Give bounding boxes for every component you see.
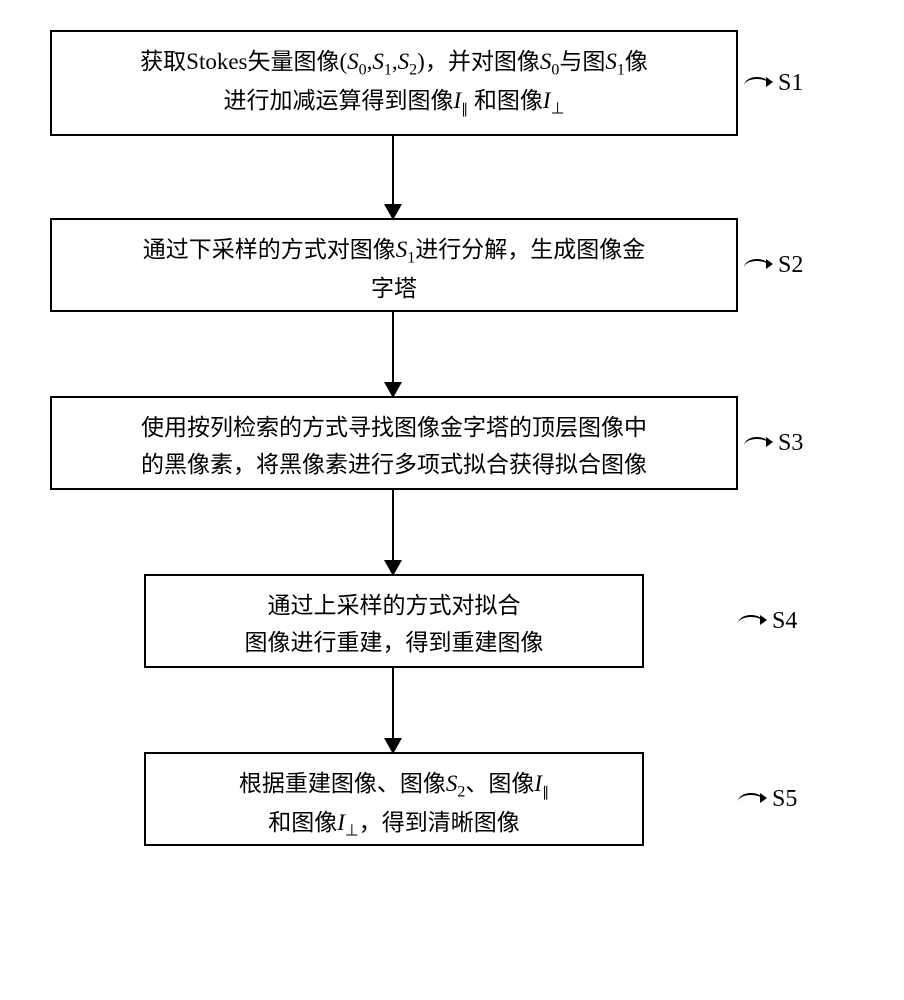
step-box-s1: 获取Stokes矢量图像(S0,S1,S2)，并对图像S0与图S1像 进行加减运… (50, 30, 738, 136)
s1-s2: S (398, 49, 410, 74)
arrow-s2-s3 (392, 312, 394, 396)
step-s3-text: 使用按列检索的方式寻找图像金字塔的顶层图像中 的黑像素，将黑像素进行多项式拟合获… (70, 410, 718, 484)
s1-i2-sub: ⊥ (551, 101, 565, 118)
s2-s1: S (396, 237, 408, 262)
step-box-s3: 使用按列检索的方式寻找图像金字塔的顶层图像中 的黑像素，将黑像素进行多项式拟合获… (50, 396, 738, 490)
s5-i2-sub: ⊥ (345, 823, 359, 840)
s1-s1-sub: 1 (384, 62, 392, 79)
s1-s0: S (347, 49, 359, 74)
step-row-1: 获取Stokes矢量图像(S0,S1,S2)，并对图像S0与图S1像 进行加减运… (50, 30, 850, 136)
s5-line2-suffix: ，得到清晰图像 (359, 810, 520, 835)
step-box-s5: 根据重建图像、图像S2、图像I∥ 和图像I⊥，得到清晰图像 (144, 752, 644, 846)
step-s4-text: 通过上采样的方式对拟合 图像进行重建，得到重建图像 (164, 588, 624, 662)
s1-mid: 与图 (559, 49, 605, 74)
s5-i1-sub: ∥ (542, 786, 549, 801)
step-row-3: 使用按列检索的方式寻找图像金字塔的顶层图像中 的黑像素，将黑像素进行多项式拟合获… (50, 396, 850, 490)
s2-prefix: 通过下采样的方式对图像 (143, 237, 396, 262)
s1-prefix: 获取Stokes矢量图像( (140, 49, 347, 74)
s5-prefix: 根据重建图像、图像 (239, 771, 446, 796)
s5-line2-prefix: 和图像 (268, 810, 337, 835)
step-label-s4: S4 (772, 608, 797, 635)
s1-s0b: S (540, 49, 552, 74)
arrow-s3-s4 (392, 490, 394, 574)
s1-s1b: S (605, 49, 617, 74)
s4-line1: 通过上采样的方式对拟合 (268, 593, 521, 618)
s1-i2: I (543, 88, 551, 113)
s5-s2: S (446, 771, 458, 796)
flowchart-container: 获取Stokes矢量图像(S0,S1,S2)，并对图像S0与图S1像 进行加减运… (50, 30, 850, 846)
s5-mid: 、图像 (465, 771, 534, 796)
s1-s1b-sub: 1 (617, 62, 625, 79)
step-box-s4: 通过上采样的方式对拟合 图像进行重建，得到重建图像 (144, 574, 644, 668)
s3-line2: 的黑像素，将黑像素进行多项式拟合获得拟合图像 (141, 452, 647, 477)
step-s2-text: 通过下采样的方式对图像S1进行分解，生成图像金 字塔 (70, 232, 718, 308)
s1-end: 像 (625, 49, 648, 74)
s1-i1: I (453, 88, 461, 113)
step-row-4: 通过上采样的方式对拟合 图像进行重建，得到重建图像 S4 (50, 574, 850, 668)
s1-and: 和图像 (468, 88, 543, 113)
s4-line2: 图像进行重建，得到重建图像 (245, 630, 544, 655)
s5-i1: I (534, 771, 542, 796)
s5-i2: I (337, 810, 345, 835)
arrow-s4-s5 (392, 668, 394, 752)
step-box-s2: 通过下采样的方式对图像S1进行分解，生成图像金 字塔 (50, 218, 738, 312)
s1-s2-sub: 2 (409, 62, 417, 79)
s1-s0-sub: 0 (359, 62, 367, 79)
step-row-2: 通过下采样的方式对图像S1进行分解，生成图像金 字塔 S2 (50, 218, 850, 312)
s2-suffix: 进行分解，生成图像金 (415, 237, 645, 262)
step-s1-text: 获取Stokes矢量图像(S0,S1,S2)，并对图像S0与图S1像 进行加减运… (70, 44, 718, 122)
step-label-s1: S1 (778, 70, 803, 97)
step-row-5: 根据重建图像、图像S2、图像I∥ 和图像I⊥，得到清晰图像 S5 (50, 752, 850, 846)
s3-line1: 使用按列检索的方式寻找图像金字塔的顶层图像中 (141, 415, 647, 440)
s1-line2-prefix: 进行加减运算得到图像 (223, 88, 453, 113)
step-label-s5: S5 (772, 786, 797, 813)
step-label-s3: S3 (778, 430, 803, 457)
arrow-s1-s2 (392, 136, 394, 218)
step-s5-text: 根据重建图像、图像S2、图像I∥ 和图像I⊥，得到清晰图像 (164, 766, 624, 844)
s1-s1: S (372, 49, 384, 74)
s2-line2: 字塔 (371, 276, 417, 301)
step-label-s2: S2 (778, 252, 803, 279)
s1-suffix: )，并对图像 (417, 49, 540, 74)
